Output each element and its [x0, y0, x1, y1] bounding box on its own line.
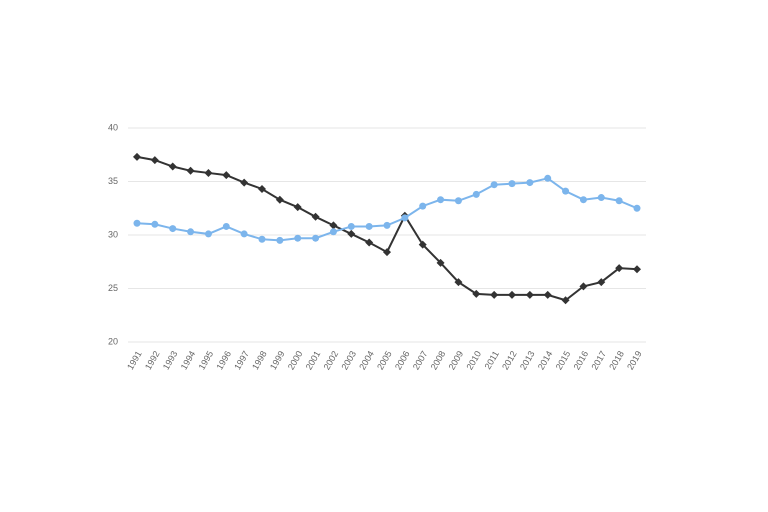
marker	[365, 238, 374, 247]
marker	[615, 197, 623, 205]
marker	[222, 222, 230, 230]
marker	[633, 265, 641, 274]
marker	[347, 229, 356, 238]
marker	[240, 230, 248, 238]
x-tick-label: 2009	[447, 349, 466, 371]
line	[136, 177, 638, 242]
x-tick-label: 2008	[429, 349, 448, 371]
marker	[133, 219, 141, 227]
marker	[276, 236, 284, 244]
x-tick-label: 2010	[464, 349, 483, 371]
marker	[204, 230, 212, 238]
x-tick-label: 1996	[214, 349, 233, 371]
x-tick-label: 2003	[339, 349, 358, 371]
x-tick-label: 2017	[589, 349, 608, 371]
marker	[597, 278, 606, 287]
marker	[169, 225, 177, 233]
x-tick-label: 2001	[304, 349, 323, 371]
marker	[347, 222, 355, 230]
x-tick-label: 1993	[161, 349, 180, 371]
marker	[401, 214, 409, 222]
marker	[275, 195, 284, 204]
marker	[436, 258, 445, 267]
x-tick-label: 2006	[393, 349, 412, 371]
x-tick-label: 2011	[483, 349, 501, 371]
marker	[151, 220, 159, 228]
marker	[526, 179, 534, 187]
x-tick-label: 2004	[357, 349, 376, 371]
x-tick-label: 2012	[500, 349, 519, 371]
marker	[454, 197, 462, 205]
x-tick-label: 2016	[572, 349, 591, 371]
y-tick-label: 35	[108, 176, 118, 186]
marker	[490, 290, 499, 299]
marker	[525, 290, 534, 299]
x-tick-label: 1998	[250, 349, 269, 371]
x-tick-label: 2000	[286, 349, 305, 371]
marker	[186, 166, 195, 175]
marker	[418, 240, 427, 249]
y-tick-label: 25	[108, 283, 118, 293]
x-tick-label: 2014	[536, 349, 555, 371]
x-tick-label: 2019	[625, 349, 644, 371]
marker	[258, 235, 266, 243]
x-tick-label: 1991	[125, 349, 144, 371]
marker	[294, 234, 302, 242]
marker	[615, 264, 624, 273]
marker	[562, 187, 570, 195]
marker	[293, 203, 302, 212]
x-tick-label: 1992	[143, 349, 162, 371]
x-tick-label: 1997	[232, 349, 251, 371]
marker	[508, 290, 516, 299]
marker	[365, 222, 373, 230]
marker	[383, 221, 391, 229]
marker	[150, 156, 159, 165]
marker	[312, 234, 320, 242]
marker	[561, 296, 570, 305]
marker	[311, 212, 320, 221]
y-tick-label: 40	[108, 122, 118, 132]
x-tick-label: 2002	[322, 349, 341, 371]
x-tick-label: 1999	[268, 349, 287, 371]
marker	[454, 278, 463, 287]
marker	[204, 168, 213, 177]
marker	[472, 190, 480, 198]
marker	[240, 178, 249, 187]
y-tick-label: 30	[108, 229, 118, 239]
x-tick-label: 2007	[411, 349, 430, 371]
marker	[490, 181, 498, 189]
y-tick-label: 20	[108, 336, 118, 346]
marker	[329, 228, 337, 236]
marker	[133, 152, 141, 161]
marker	[543, 290, 552, 299]
marker	[383, 248, 391, 257]
x-tick-label: 2018	[607, 349, 626, 371]
x-tick-label: 2015	[554, 349, 573, 371]
marker	[187, 228, 195, 236]
marker	[329, 221, 338, 230]
marker	[437, 196, 445, 204]
marker	[579, 196, 587, 204]
x-tick-label: 2005	[375, 349, 394, 371]
marker	[633, 204, 641, 212]
marker	[544, 174, 552, 182]
marker	[472, 289, 481, 298]
x-tick-label: 1995	[197, 349, 216, 371]
marker	[419, 202, 427, 210]
marker	[508, 180, 516, 188]
x-tick-label: 2013	[518, 349, 537, 371]
marker	[222, 171, 231, 180]
marker	[579, 282, 588, 291]
marker	[168, 162, 177, 171]
marker	[258, 184, 266, 193]
marker	[597, 194, 605, 202]
x-tick-label: 1994	[179, 349, 198, 371]
